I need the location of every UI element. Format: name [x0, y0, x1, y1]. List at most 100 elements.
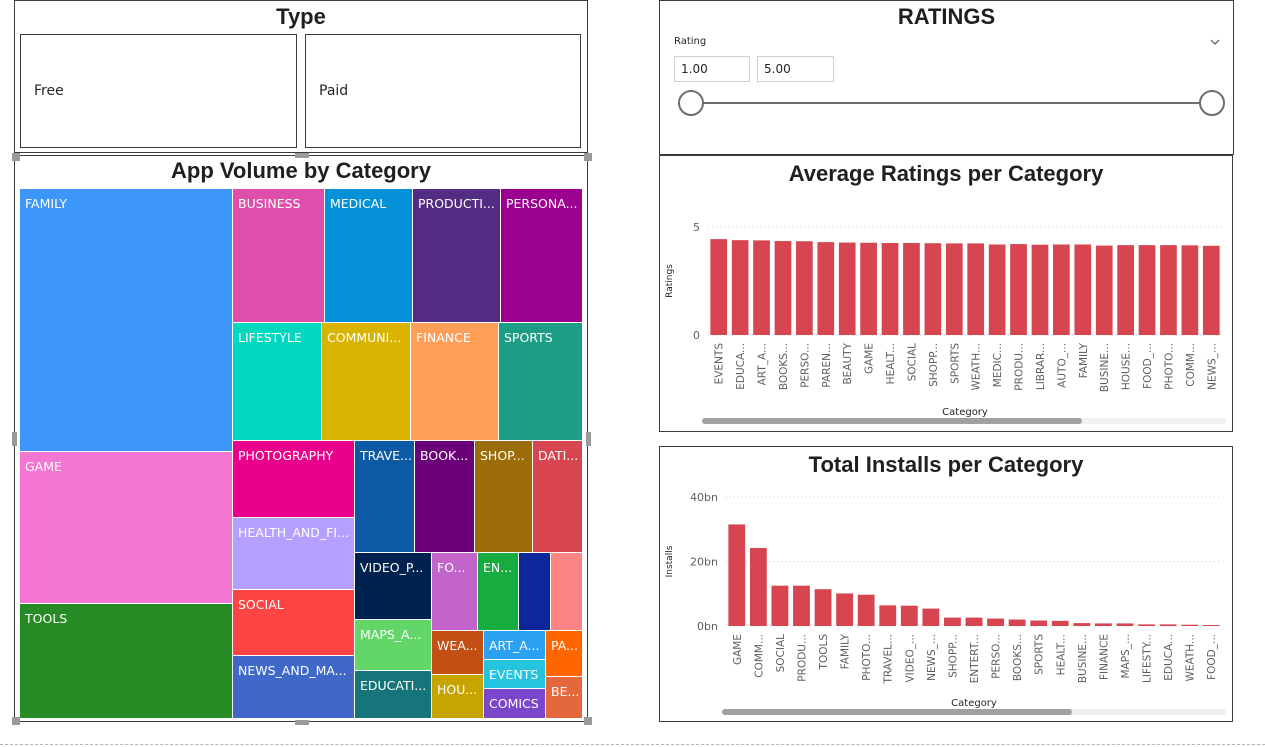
scrollbar-thumb[interactable] — [702, 418, 1082, 424]
treemap-tile-label: PHOTOGRAPHY — [238, 448, 334, 463]
treemap-tile-label: MEDICAL — [330, 196, 387, 211]
x-tick-label: SHOPP... — [928, 343, 940, 387]
y-tick-label: 0 — [693, 329, 700, 342]
x-tick-label: MAPS_... — [1120, 634, 1132, 679]
avg-ratings-panel: Average Ratings per Category 5 0 Ratings EV… — [659, 155, 1233, 432]
resize-handle[interactable] — [586, 432, 591, 446]
treemap-tile[interactable]: SOCIAL — [233, 590, 354, 655]
treemap-tile[interactable]: TOOLS — [20, 604, 232, 718]
rating-slider-max-handle[interactable] — [1199, 90, 1225, 116]
x-tick-label: ENTERT... — [969, 634, 981, 683]
bar — [1160, 245, 1177, 335]
treemap-tile-label: EN... — [483, 560, 513, 575]
treemap-tile-label: DATI... — [538, 448, 579, 463]
treemap-tile-label: PA... — [551, 638, 578, 653]
bar — [836, 593, 854, 626]
treemap-tile[interactable]: TRAVE... — [355, 441, 414, 552]
x-tick-label: SOCIAL — [775, 634, 787, 673]
treemap-title: App Volume by Category — [171, 158, 431, 183]
treemap-tile[interactable]: EVENTS — [484, 660, 545, 688]
x-tick-label: FOOD_... — [1142, 343, 1154, 389]
treemap-tile[interactable]: FINANCE — [411, 323, 498, 440]
treemap-tile[interactable]: PA... — [546, 631, 582, 676]
treemap-tile[interactable]: HOU... — [432, 675, 483, 718]
bar — [1117, 245, 1134, 335]
rating-slider-track[interactable] — [690, 102, 1212, 104]
treemap-tile[interactable]: FO... — [432, 553, 477, 630]
bar — [774, 241, 792, 335]
treemap-panel: App Volume by Category FAMILY GAME TOOLS BU… — [12, 153, 592, 725]
treemap-tile[interactable]: EN... — [478, 553, 518, 630]
chevron-down-icon[interactable] — [1208, 34, 1222, 48]
treemap-tile-label: ART_A... — [489, 638, 540, 653]
resize-handle[interactable] — [12, 153, 20, 161]
treemap-tile[interactable]: NEWS_AND_MA... — [233, 656, 354, 718]
resize-handle[interactable] — [12, 432, 17, 446]
treemap-tile[interactable]: GAME — [20, 452, 232, 603]
x-tick-label: BEAUTY — [842, 342, 854, 384]
x-tick-label: EVENTS — [714, 343, 726, 385]
bar — [1074, 244, 1092, 335]
y-tick-label: 20bn — [690, 556, 718, 569]
treemap-tile[interactable]: MAPS_A... — [355, 620, 431, 670]
treemap-tile[interactable]: MEDICAL — [325, 189, 412, 322]
bar — [879, 605, 897, 626]
treemap-tile[interactable]: HEALTH_AND_FI... — [233, 518, 354, 589]
rating-slider-min-handle[interactable] — [678, 90, 704, 116]
x-tick-label: FOOD_... — [1206, 634, 1218, 680]
x-tick-label: WEATH... — [1185, 634, 1197, 682]
treemap-tile[interactable]: WEA... — [432, 631, 483, 674]
treemap-tile-label: VIDEO_P... — [360, 560, 424, 575]
treemap-tile[interactable]: LIFESTYLE — [233, 323, 321, 440]
treemap-tile-label: BUSINESS — [238, 196, 301, 211]
x-tick-label: HOUSE... — [1121, 343, 1133, 390]
resize-handle[interactable] — [584, 153, 592, 161]
treemap-tile-label: HOU... — [437, 682, 478, 697]
treemap-tile[interactable]: SHOP... — [475, 441, 532, 552]
treemap-tile[interactable]: COMMUNI... — [322, 323, 410, 440]
treemap-tile[interactable]: VIDEO_P... — [355, 553, 431, 619]
treemap-tile[interactable]: DATI... — [533, 441, 582, 552]
x-axis-label: Category — [942, 407, 988, 418]
type-option-free[interactable]: Free — [20, 34, 297, 148]
treemap-tile-label: PRODUCTI... — [418, 196, 495, 211]
rating-max-input[interactable] — [757, 56, 834, 82]
resize-handle[interactable] — [295, 153, 309, 158]
x-tick-label: HEALT... — [1055, 634, 1067, 675]
treemap-tile[interactable]: BE... — [546, 677, 582, 718]
x-tick-label: EDUCA... — [1163, 634, 1175, 681]
treemap-tile[interactable]: EDUCATI... — [355, 671, 431, 718]
treemap-tile[interactable] — [551, 553, 582, 630]
bar — [1095, 245, 1113, 335]
x-tick-label: ART_A... — [757, 343, 769, 385]
resize-handle[interactable] — [584, 717, 592, 725]
treemap-tile[interactable]: COMICS — [484, 689, 545, 718]
bar — [796, 241, 813, 335]
x-tick-label: NEWS_... — [1206, 343, 1218, 390]
x-tick-label: BUSINE... — [1099, 343, 1111, 392]
bar — [817, 242, 835, 335]
treemap-tile[interactable]: BOOK... — [415, 441, 474, 552]
x-tick-label: BUSINE... — [1077, 634, 1089, 683]
treemap-tile[interactable]: FAMILY — [20, 189, 232, 451]
scrollbar-thumb[interactable] — [722, 709, 1072, 715]
bar — [1159, 624, 1177, 626]
treemap-tile[interactable]: SPORTS — [499, 323, 582, 440]
treemap-tile-label: TOOLS — [25, 611, 68, 626]
resize-handle[interactable] — [295, 720, 309, 725]
resize-handle[interactable] — [12, 717, 20, 725]
type-option-paid[interactable]: Paid — [305, 34, 581, 148]
bar — [771, 585, 789, 626]
bar — [838, 242, 856, 335]
treemap-tile-label: NEWS_AND_MA... — [238, 663, 347, 678]
treemap-tile[interactable]: ART_A... — [484, 631, 545, 659]
treemap-tile[interactable] — [519, 553, 550, 630]
treemap-tile[interactable]: PHOTOGRAPHY — [233, 441, 354, 517]
x-tick-label: NEWS_... — [926, 634, 938, 681]
rating-min-input[interactable] — [674, 56, 750, 82]
treemap-tile[interactable]: PERSONA... — [501, 189, 582, 322]
treemap-tile[interactable]: PRODUCTI... — [413, 189, 500, 322]
treemap-tile-label: BOOK... — [420, 448, 469, 463]
bar — [881, 242, 899, 335]
treemap-tile[interactable]: BUSINESS — [233, 189, 324, 322]
